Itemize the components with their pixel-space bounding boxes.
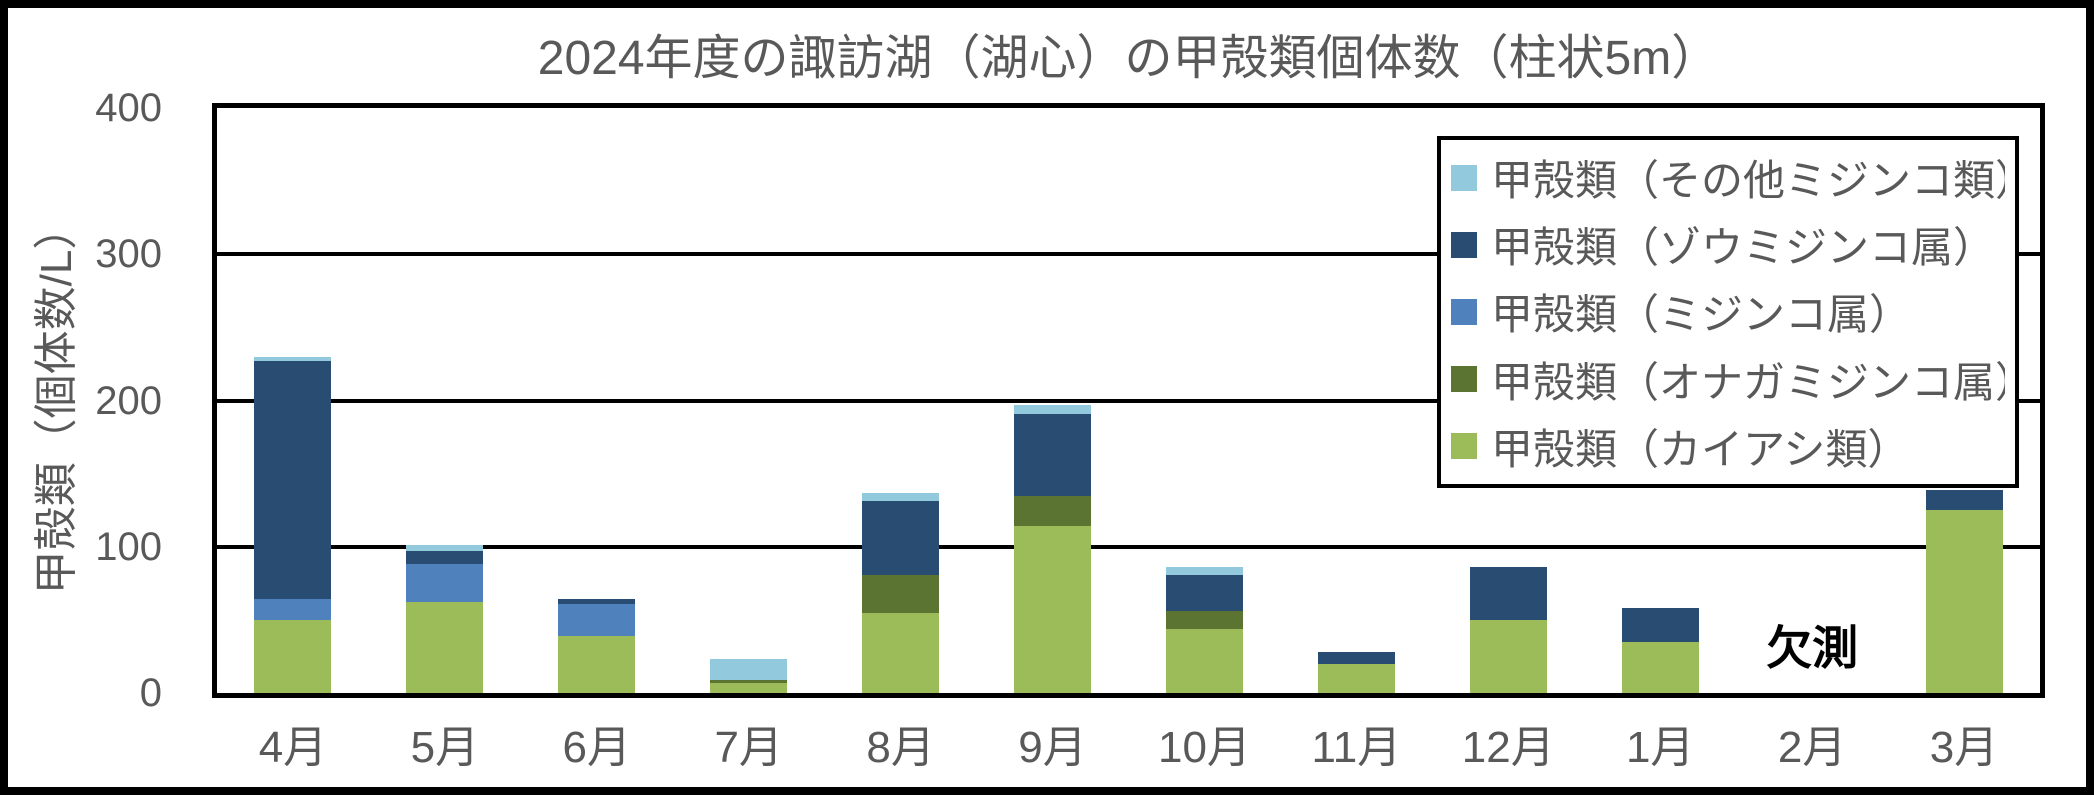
bar-segment-1月-甲殻類（カイアシ類） — [1621, 641, 1699, 693]
x-tick-label-4月: 4月 — [258, 723, 328, 772]
bar-segment-10月-甲殻類（ゾウミジンコ属） — [1165, 574, 1243, 612]
legend-item: 甲殻類（ゾウミジンコ属） — [1451, 214, 2005, 275]
bar-segment-3月-甲殻類（ゾウミジンコ属） — [1925, 489, 2003, 511]
x-tick-label-10月: 10月 — [1157, 723, 1251, 772]
legend-label: 甲殻類（ミジンコ属） — [1491, 291, 1912, 339]
legend-swatch-icon — [1451, 231, 1477, 258]
bar-segment-4月-甲殻類（ミジンコ属） — [254, 599, 332, 620]
legend-swatch-icon — [1451, 164, 1477, 191]
y-tick-label-0: 0 — [139, 671, 162, 715]
bar-segment-8月-甲殻類（ゾウミジンコ属） — [862, 501, 940, 575]
x-tick-label-9月: 9月 — [1018, 723, 1087, 772]
bar-segment-9月-甲殻類（その他ミジンコ類） — [1014, 404, 1092, 414]
legend-swatch-icon — [1451, 433, 1477, 460]
x-tick-label-3月: 3月 — [1929, 723, 1999, 772]
bar-segment-4月-甲殻類（その他ミジンコ類） — [254, 356, 332, 361]
bar-segment-3月-甲殻類（カイアシ類） — [1925, 510, 2003, 693]
gridline-300 — [217, 252, 2040, 257]
bar-segment-9月-甲殻類（オナガミジンコ属） — [1014, 495, 1092, 527]
bar-segment-10月-甲殻類（その他ミジンコ類） — [1165, 567, 1243, 575]
x-tick-label-8月: 8月 — [866, 723, 935, 772]
legend-item: 甲殻類（カイアシ類） — [1451, 416, 2005, 477]
bar-segment-5月-甲殻類（その他ミジンコ類） — [406, 545, 484, 552]
y-tick-label-300: 300 — [95, 232, 162, 277]
x-tick-label-2月: 2月 — [1777, 723, 1847, 772]
legend-label: 甲殻類（カイアシ類） — [1491, 425, 1910, 473]
bar-segment-8月-甲殻類（カイアシ類） — [862, 612, 940, 693]
plot-area-border — [212, 103, 2045, 698]
bar-segment-6月-甲殻類（カイアシ類） — [558, 635, 636, 693]
bar-segment-1月-甲殻類（ゾウミジンコ属） — [1621, 608, 1699, 642]
bar-segment-10月-甲殻類（カイアシ類） — [1165, 628, 1243, 693]
y-tick-label-200: 200 — [95, 378, 162, 423]
x-tick-label-11月: 11月 — [1311, 723, 1402, 772]
bar-segment-5月-甲殻類（ミジンコ属） — [406, 564, 484, 603]
missing-data-label: 欠測 — [1766, 622, 1859, 674]
legend-label: 甲殻類（ゾウミジンコ属） — [1491, 224, 1996, 272]
bar-segment-12月-甲殻類（ゾウミジンコ属） — [1469, 567, 1547, 620]
bar-segment-9月-甲殻類（カイアシ類） — [1014, 526, 1092, 693]
gridline-100 — [217, 544, 2040, 549]
bar-segment-11月-甲殻類（カイアシ類） — [1317, 663, 1395, 693]
bar-segment-6月-甲殻類（ミジンコ属） — [558, 603, 636, 636]
legend-box: 甲殻類（その他ミジンコ類） 甲殻類（ゾウミジンコ属） 甲殻類（ミジンコ属） 甲殻類（オ… — [1437, 136, 2019, 488]
bar-segment-4月-甲殻類（カイアシ類） — [254, 619, 332, 693]
bar-segment-9月-甲殻類（ゾウミジンコ属） — [1014, 413, 1092, 496]
bar-segment-8月-甲殻類（その他ミジンコ類） — [862, 492, 940, 502]
bar-segment-10月-甲殻類（オナガミジンコ属） — [1165, 611, 1243, 629]
x-tick-label-12月: 12月 — [1461, 723, 1555, 772]
y-tick-label-400: 400 — [95, 86, 162, 130]
legend-item: 甲殻類（オナガミジンコ属） — [1451, 349, 2005, 410]
bar-segment-12月-甲殻類（カイアシ類） — [1469, 619, 1547, 693]
bar-segment-4月-甲殻類（ゾウミジンコ属） — [254, 361, 332, 600]
x-tick-label-7月: 7月 — [714, 723, 783, 772]
legend-item: 甲殻類（その他ミジンコ類） — [1451, 147, 2005, 208]
bar-segment-6月-甲殻類（ゾウミジンコ属） — [558, 599, 636, 604]
bar-segment-7月-甲殻類（その他ミジンコ類） — [710, 659, 788, 680]
legend-swatch-icon — [1451, 366, 1477, 393]
x-tick-label-5月: 5月 — [410, 723, 480, 772]
x-tick-label-6月: 6月 — [562, 723, 632, 772]
bar-segment-5月-甲殻類（ゾウミジンコ属） — [406, 551, 484, 565]
bar-segment-7月-甲殻類（オナガミジンコ属） — [710, 679, 788, 683]
legend-label: 甲殻類（その他ミジンコ類） — [1491, 157, 2005, 205]
y-tick-label-100: 100 — [95, 524, 162, 569]
legend-swatch-icon — [1451, 298, 1477, 325]
x-tick-label-1月: 1月 — [1625, 723, 1695, 772]
bar-segment-8月-甲殻類（オナガミジンコ属） — [862, 574, 940, 613]
chart-title: 2024年度の諏訪湖（湖心）の甲殻類個体数（柱状5m） — [537, 32, 1720, 85]
bar-segment-7月-甲殻類（カイアシ類） — [710, 682, 788, 693]
legend-label: 甲殻類（オナガミジンコ属） — [1491, 358, 2005, 406]
bar-segment-11月-甲殻類（ゾウミジンコ属） — [1317, 652, 1395, 664]
gridline-200 — [217, 398, 2040, 403]
legend-item: 甲殻類（ミジンコ属） — [1451, 281, 2005, 342]
bar-segment-5月-甲殻類（カイアシ類） — [406, 602, 484, 693]
